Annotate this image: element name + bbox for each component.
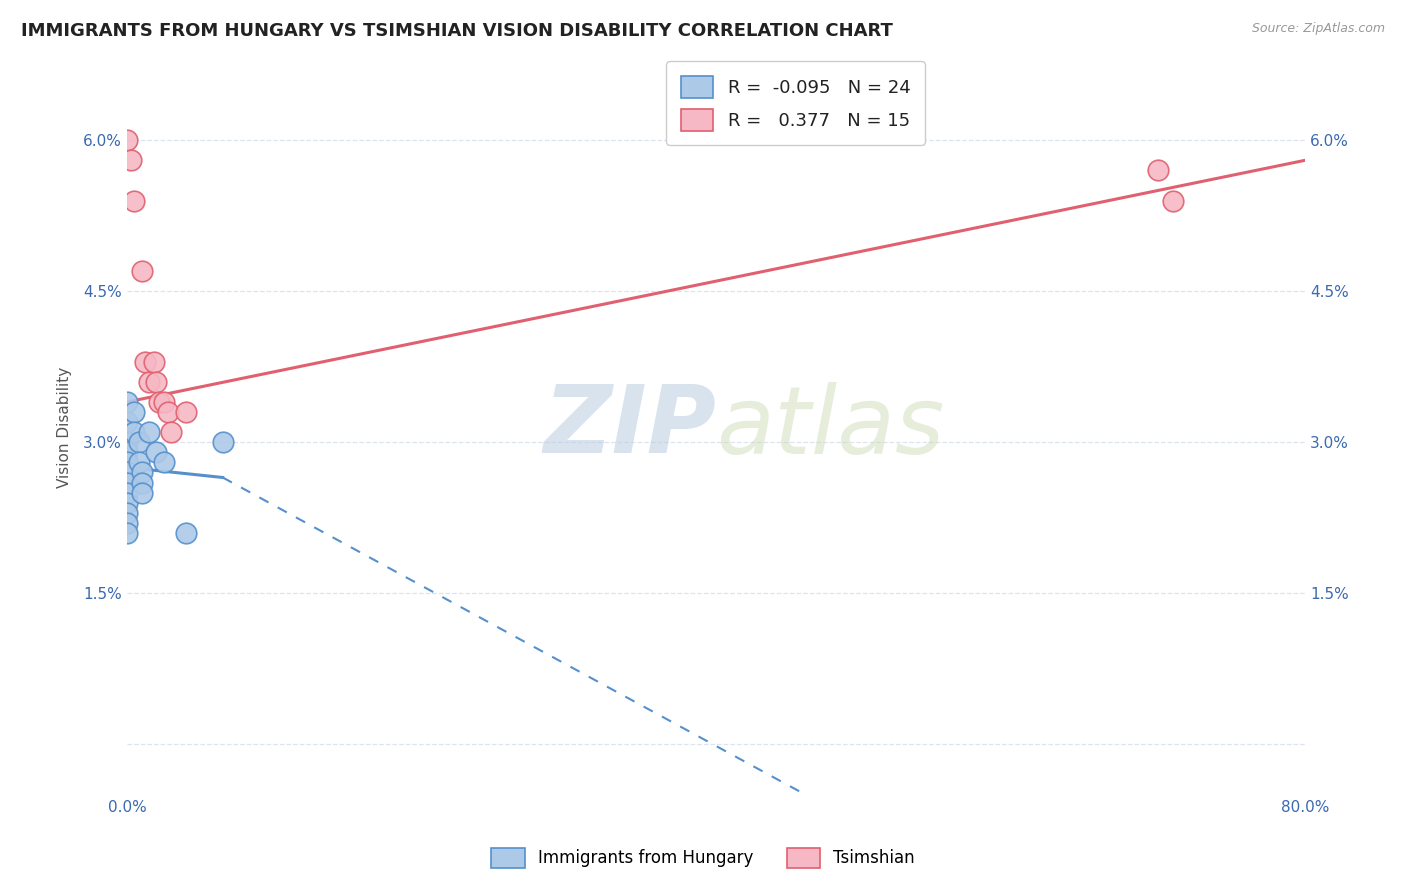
Point <box>115 455 138 469</box>
Point <box>131 475 153 490</box>
Point <box>115 516 138 530</box>
Text: Source: ZipAtlas.com: Source: ZipAtlas.com <box>1251 22 1385 36</box>
Point <box>115 485 138 500</box>
Point <box>115 435 138 450</box>
Point <box>115 466 138 480</box>
Point <box>157 405 180 419</box>
Point <box>174 525 197 540</box>
Point <box>124 425 146 440</box>
Point <box>128 435 150 450</box>
Point <box>131 466 153 480</box>
Text: IMMIGRANTS FROM HUNGARY VS TSIMSHIAN VISION DISABILITY CORRELATION CHART: IMMIGRANTS FROM HUNGARY VS TSIMSHIAN VIS… <box>21 22 893 40</box>
Point <box>115 133 138 147</box>
Point <box>1146 163 1168 178</box>
Text: atlas: atlas <box>716 382 945 473</box>
Point <box>124 405 146 419</box>
Point <box>128 455 150 469</box>
Point <box>145 445 167 459</box>
Point <box>115 395 138 409</box>
Point <box>115 475 138 490</box>
Legend: R =  -0.095   N = 24, R =   0.377   N = 15: R = -0.095 N = 24, R = 0.377 N = 15 <box>666 62 925 145</box>
Legend: Immigrants from Hungary, Tsimshian: Immigrants from Hungary, Tsimshian <box>485 841 921 875</box>
Point <box>138 425 160 440</box>
Text: ZIP: ZIP <box>543 381 716 473</box>
Point <box>115 445 138 459</box>
Point <box>120 153 142 168</box>
Point <box>115 506 138 520</box>
Point <box>153 455 176 469</box>
Point <box>211 435 233 450</box>
Point <box>124 194 146 208</box>
Point <box>160 425 183 440</box>
Point <box>1161 194 1184 208</box>
Point <box>131 264 153 278</box>
Y-axis label: Vision Disability: Vision Disability <box>58 367 72 488</box>
Point <box>138 375 160 389</box>
Point <box>115 415 138 429</box>
Point <box>131 485 153 500</box>
Point <box>115 525 138 540</box>
Point <box>142 354 165 368</box>
Point <box>145 375 167 389</box>
Point <box>148 395 170 409</box>
Point <box>115 496 138 510</box>
Point <box>134 354 156 368</box>
Point <box>153 395 176 409</box>
Point <box>174 405 197 419</box>
